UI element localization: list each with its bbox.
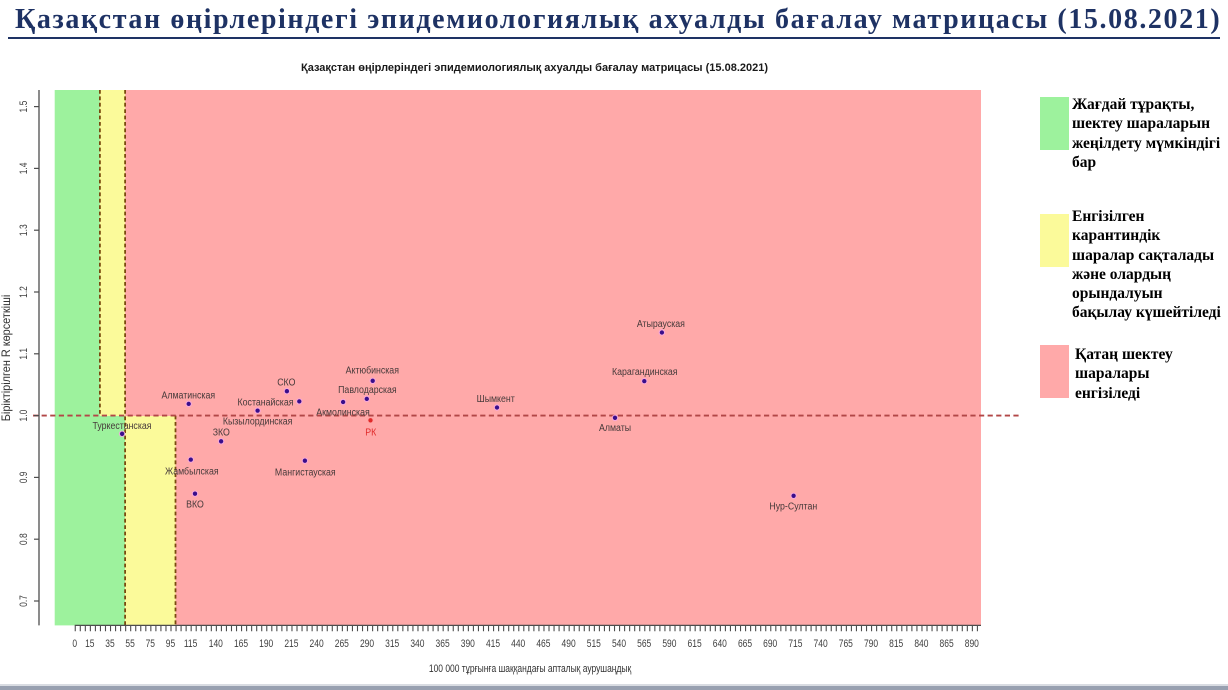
svg-text:ВКО: ВКО <box>186 498 204 510</box>
svg-text:765: 765 <box>839 638 854 650</box>
svg-text:СКО: СКО <box>277 376 295 388</box>
svg-text:865: 865 <box>940 638 955 650</box>
svg-text:95: 95 <box>166 638 176 650</box>
svg-text:1.1: 1.1 <box>18 348 30 360</box>
svg-text:0.7: 0.7 <box>18 595 30 607</box>
svg-text:1.3: 1.3 <box>18 224 30 236</box>
svg-text:Павлодарская: Павлодарская <box>338 383 397 395</box>
svg-text:0: 0 <box>72 638 77 650</box>
svg-text:Қазақстан өңірлеріндегі эпидем: Қазақстан өңірлеріндегі эпидемиологиялық… <box>301 62 768 74</box>
svg-text:590: 590 <box>662 638 677 650</box>
svg-text:Туркестанская: Туркестанская <box>92 419 151 431</box>
svg-text:365: 365 <box>436 638 451 650</box>
svg-text:640: 640 <box>713 638 728 650</box>
svg-text:265: 265 <box>335 638 350 650</box>
svg-text:Актюбинская: Актюбинская <box>346 364 399 376</box>
svg-text:515: 515 <box>587 638 602 650</box>
svg-text:815: 815 <box>889 638 904 650</box>
svg-text:Алматинская: Алматинская <box>161 389 215 401</box>
svg-text:Шымкент: Шымкент <box>477 392 516 404</box>
svg-text:Карагандинская: Карагандинская <box>612 366 678 378</box>
svg-text:315: 315 <box>385 638 400 650</box>
svg-text:Костанайская: Костанайская <box>238 396 294 408</box>
svg-text:390: 390 <box>461 638 476 650</box>
svg-text:35: 35 <box>105 638 115 650</box>
svg-text:615: 615 <box>688 638 703 650</box>
svg-text:565: 565 <box>637 638 652 650</box>
svg-text:790: 790 <box>864 638 879 650</box>
svg-text:115: 115 <box>184 638 198 650</box>
svg-text:0.9: 0.9 <box>18 472 30 484</box>
svg-text:75: 75 <box>146 638 156 650</box>
svg-text:340: 340 <box>410 638 425 650</box>
svg-text:690: 690 <box>763 638 778 650</box>
svg-text:215: 215 <box>284 638 299 650</box>
svg-text:465: 465 <box>536 638 551 650</box>
svg-text:55: 55 <box>125 638 135 650</box>
svg-text:100 000 тұрғынға шаққандағы ап: 100 000 тұрғынға шаққандағы апталық ауру… <box>429 663 632 675</box>
svg-text:190: 190 <box>259 638 274 650</box>
svg-text:240: 240 <box>310 638 325 650</box>
svg-text:Кызылординская: Кызылординская <box>223 415 293 427</box>
svg-text:715: 715 <box>788 638 803 650</box>
svg-text:490: 490 <box>562 638 577 650</box>
svg-text:1.5: 1.5 <box>18 100 30 112</box>
svg-text:Атырауская: Атырауская <box>637 318 685 330</box>
svg-text:740: 740 <box>814 638 829 650</box>
svg-text:Біріктірілген R көрсеткіші: Біріктірілген R көрсеткіші <box>1 295 13 421</box>
svg-text:540: 540 <box>612 638 627 650</box>
svg-text:РК: РК <box>365 426 376 438</box>
svg-text:415: 415 <box>486 638 501 650</box>
svg-text:Акмолинская: Акмолинская <box>316 406 369 418</box>
svg-text:665: 665 <box>738 638 753 650</box>
svg-text:Жамбылская: Жамбылская <box>165 465 219 477</box>
svg-text:Нур-Султан: Нур-Султан <box>769 500 817 512</box>
svg-text:440: 440 <box>511 638 526 650</box>
svg-text:140: 140 <box>209 638 224 650</box>
svg-text:ЗКО: ЗКО <box>213 426 230 438</box>
svg-text:840: 840 <box>914 638 929 650</box>
svg-text:165: 165 <box>234 638 249 650</box>
svg-text:290: 290 <box>360 638 375 650</box>
svg-text:1.0: 1.0 <box>18 409 30 421</box>
svg-text:Алматы: Алматы <box>599 421 631 433</box>
svg-text:Мангистауская: Мангистауская <box>275 466 336 478</box>
svg-text:15: 15 <box>85 638 95 650</box>
svg-text:0.8: 0.8 <box>18 533 30 545</box>
svg-text:890: 890 <box>965 638 980 650</box>
svg-text:1.2: 1.2 <box>18 286 30 298</box>
svg-text:1.4: 1.4 <box>18 162 30 174</box>
